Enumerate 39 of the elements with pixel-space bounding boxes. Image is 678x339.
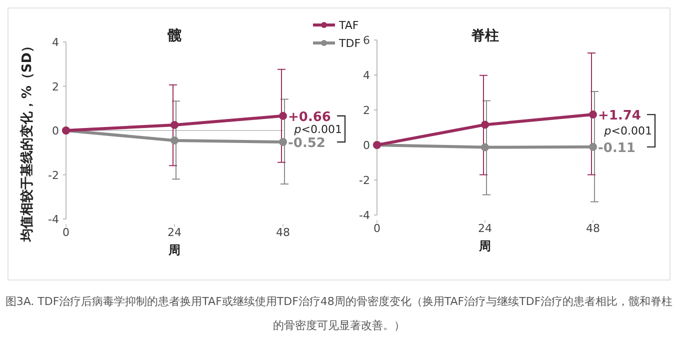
y-tick-label: 0 bbox=[363, 139, 370, 152]
y-tick-label: -4 bbox=[48, 213, 59, 226]
data-label: +0.66 bbox=[288, 110, 331, 125]
y-tick-label: -2 bbox=[359, 174, 370, 187]
y-tick-label: 6 bbox=[363, 34, 370, 47]
data-label: -0.11 bbox=[598, 140, 636, 156]
point bbox=[170, 136, 178, 144]
y-tick-label: 4 bbox=[52, 36, 59, 49]
x-tick-label: 0 bbox=[374, 222, 380, 235]
point bbox=[481, 143, 489, 152]
y-tick-label: 4 bbox=[363, 69, 370, 82]
point bbox=[279, 138, 287, 146]
y-tick-label: 2 bbox=[363, 104, 370, 117]
point bbox=[170, 120, 178, 129]
point bbox=[589, 142, 597, 151]
text: p<0.001 bbox=[293, 122, 342, 136]
y-tick-label: 2 bbox=[52, 80, 59, 94]
x-axis-title: 周 bbox=[478, 239, 491, 253]
chart-title: 髋 bbox=[168, 27, 182, 44]
x-tick-label: 48 bbox=[586, 222, 600, 235]
x-axis-title: 周 bbox=[168, 243, 180, 257]
data-label: -0.52 bbox=[288, 136, 326, 152]
caption: 图3A. TDF治疗后病毒学抑制的患者换用TAF或继续使用TDF治疗48周的骨密度变化（换用TAF治疗与继续TDF治疗的患者相比，髋和脊柱的骨密度可见显著改善。） bbox=[4, 294, 674, 334]
x-tick-label: 48 bbox=[276, 226, 290, 239]
point bbox=[589, 110, 597, 119]
y-tick-label: 0 bbox=[52, 124, 59, 138]
x-tick-label: 24 bbox=[168, 226, 182, 239]
x-tick-label: 0 bbox=[62, 226, 70, 239]
text: p<0.001 bbox=[603, 124, 652, 138]
y-tick-label: -4 bbox=[359, 209, 370, 222]
chart-title: 脊柱 bbox=[471, 28, 499, 44]
legend-label: TAF bbox=[338, 19, 359, 32]
y-axis-title: 均值相较于基线的变化，%（SD） bbox=[19, 39, 35, 243]
x-tick-label: 24 bbox=[478, 222, 492, 235]
y-tick-label: -2 bbox=[48, 168, 59, 182]
point bbox=[481, 120, 489, 129]
legend-label: TDF bbox=[338, 37, 361, 50]
point bbox=[279, 112, 287, 120]
data-label: +1.74 bbox=[598, 108, 641, 124]
